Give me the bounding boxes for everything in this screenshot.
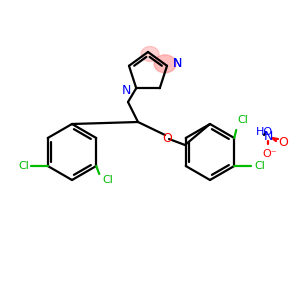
Text: N: N <box>263 130 273 142</box>
Text: Cl: Cl <box>103 175 114 185</box>
Text: Cl: Cl <box>238 115 249 125</box>
Text: N: N <box>173 57 182 70</box>
Text: O: O <box>278 136 288 149</box>
Ellipse shape <box>154 55 176 73</box>
Text: Cl: Cl <box>255 161 266 171</box>
Text: Cl: Cl <box>18 161 29 171</box>
Text: O: O <box>162 131 172 145</box>
Text: N: N <box>173 57 182 70</box>
Text: O⁻: O⁻ <box>263 149 277 159</box>
Text: HO: HO <box>256 127 273 137</box>
Text: N: N <box>122 84 131 97</box>
Ellipse shape <box>141 46 159 62</box>
